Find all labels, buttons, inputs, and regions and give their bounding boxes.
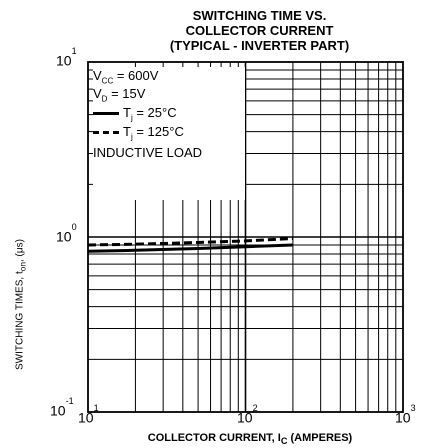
legend-entry-25c: Tj = 25°C bbox=[93, 104, 177, 123]
y-axis-label: SWITCHING TIMES, ton, (μs) bbox=[14, 239, 28, 370]
x-tick-label-left: 101 bbox=[78, 403, 99, 426]
chart-title-line-3: (TYPICAL - INVERTER PART) bbox=[169, 38, 350, 53]
y-tick-label-mid: 100 bbox=[56, 222, 77, 245]
x-axis-label: COLLECTOR CURRENT, IC (AMPERES) bbox=[147, 432, 353, 447]
legend-solid-swatch bbox=[93, 112, 119, 116]
chart-title-line-1: SWITCHING TIME VS. bbox=[192, 8, 327, 23]
series-line-25c bbox=[87, 243, 293, 253]
plot-border bbox=[87, 61, 404, 413]
condition-vcc: VCC = 600V bbox=[93, 68, 159, 86]
condition-vd: VD = 15V bbox=[93, 86, 146, 104]
x-tick-label-right: 103 bbox=[395, 403, 416, 426]
series-line-125c bbox=[87, 237, 293, 247]
x-tick-label-mid: 102 bbox=[237, 403, 258, 426]
legend-box: VCC = 600V VD = 15V Tj = 25°C Tj = 125°C… bbox=[93, 67, 245, 200]
legend-entry-125c: Tj = 125°C bbox=[93, 123, 184, 142]
y-tick-label-bottom: 10-1 bbox=[50, 396, 74, 419]
y-tick-label-top: 101 bbox=[56, 46, 77, 69]
legend-dashed-swatch bbox=[93, 131, 119, 135]
condition-load: INDUCTIVE LOAD bbox=[93, 145, 203, 160]
chart-title-line-2: COLLECTOR CURRENT bbox=[185, 23, 334, 38]
